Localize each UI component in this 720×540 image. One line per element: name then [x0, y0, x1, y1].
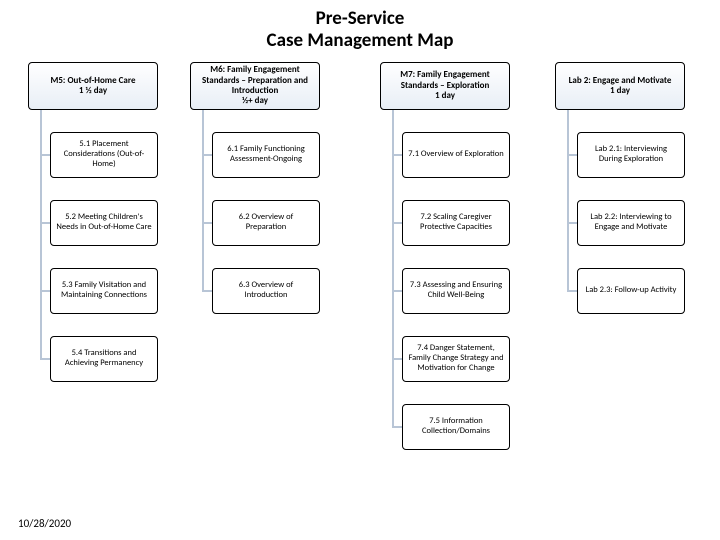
connector-elbow — [40, 358, 50, 360]
topic-box: Lab 2.1: Interviewing During Exploration — [577, 132, 685, 178]
topic-box: 7.4 Danger Statement, Family Change Stra… — [402, 336, 510, 382]
connector-elbow — [392, 290, 402, 292]
column-0: M5: Out-of-Home Care1 ½ day5.1 Placement… — [28, 62, 158, 110]
connector-elbow — [202, 222, 212, 224]
connector-elbow — [40, 222, 50, 224]
connector-trunk — [567, 110, 569, 291]
topic-box: 7.2 Scaling Caregiver Protective Capacit… — [402, 200, 510, 246]
connector-elbow — [40, 154, 50, 156]
topic-box: 7.3 Assessing and Ensuring Child Well-Be… — [402, 268, 510, 314]
topic-box: 7.1 Overview of Exploration — [402, 132, 510, 178]
topic-box: Lab 2.2: Interviewing to Engage and Moti… — [577, 200, 685, 246]
connector-elbow — [392, 358, 402, 360]
module-header: M5: Out-of-Home Care1 ½ day — [28, 62, 158, 110]
topic-box: 5.1 Placement Considerations (Out-of-Hom… — [50, 132, 158, 178]
connector-elbow — [392, 426, 402, 428]
connector-trunk — [392, 110, 394, 427]
connector-elbow — [392, 222, 402, 224]
connector-elbow — [567, 290, 577, 292]
topic-box: Lab 2.3: Follow-up Activity — [577, 268, 685, 314]
topic-box: 5.2 Meeting Children's Needs in Out-of-H… — [50, 200, 158, 246]
module-header: Lab 2: Engage and Motivate1 day — [555, 62, 685, 110]
footer-date: 10/28/2020 — [18, 517, 71, 530]
connector-elbow — [202, 290, 212, 292]
connector-elbow — [567, 222, 577, 224]
column-3: Lab 2: Engage and Motivate1 dayLab 2.1: … — [555, 62, 685, 110]
topic-box: 6.2 Overview of Preparation — [212, 200, 320, 246]
connector-elbow — [40, 290, 50, 292]
connector-trunk — [40, 110, 42, 359]
title-line-1: Pre-Service — [0, 8, 720, 30]
topic-box: 6.1 Family Functioning Assessment-Ongoin… — [212, 132, 320, 178]
module-header: M7: Family Engagement Standards – Explor… — [380, 62, 510, 110]
topic-box: 5.4 Transitions and Achieving Permanency — [50, 336, 158, 382]
column-1: M6: Family Engagement Standards – Prepar… — [190, 62, 320, 110]
topic-box: 7.5 Information Collection/Domains — [402, 404, 510, 450]
page-title: Pre-Service Case Management Map — [0, 0, 720, 52]
connector-elbow — [567, 154, 577, 156]
topic-box: 5.3 Family Visitation and Maintaining Co… — [50, 268, 158, 314]
module-header: M6: Family Engagement Standards – Prepar… — [190, 62, 320, 110]
title-line-2: Case Management Map — [0, 30, 720, 52]
topic-box: 6.3 Overview of Introduction — [212, 268, 320, 314]
column-2: M7: Family Engagement Standards – Explor… — [380, 62, 510, 110]
connector-elbow — [392, 154, 402, 156]
connector-elbow — [202, 154, 212, 156]
connector-trunk — [202, 110, 204, 291]
